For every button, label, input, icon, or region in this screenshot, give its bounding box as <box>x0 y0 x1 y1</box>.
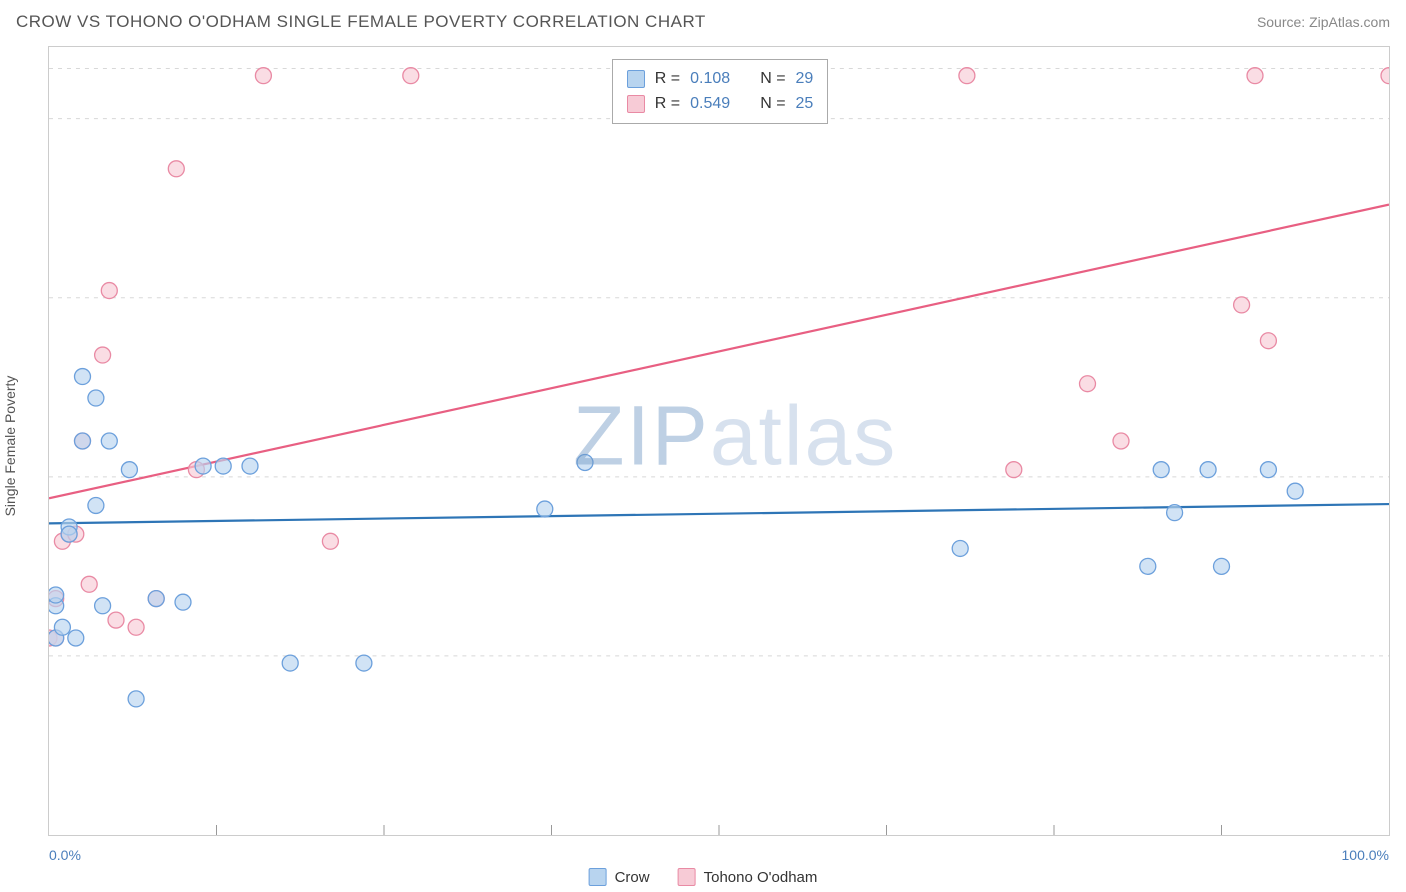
n-value: 25 <box>796 91 814 117</box>
tohono-point <box>108 612 124 628</box>
tohono-point <box>128 619 144 635</box>
crow-point <box>1167 505 1183 521</box>
tohono-point <box>1006 462 1022 478</box>
tohono-point <box>1247 68 1263 84</box>
r-label: R = <box>655 66 680 92</box>
x-tick-label: 100.0% <box>1342 847 1389 863</box>
crow-point <box>49 587 64 603</box>
crow-point <box>356 655 372 671</box>
tohono-point <box>1080 376 1096 392</box>
crow-point <box>61 526 77 542</box>
n-label: N = <box>760 66 785 92</box>
legend-label: Crow <box>615 869 650 886</box>
crow-point <box>128 691 144 707</box>
n-value: 29 <box>796 66 814 92</box>
crow-point <box>537 501 553 517</box>
crow-point <box>1200 462 1216 478</box>
legend-swatch <box>678 868 696 886</box>
crow-point <box>195 458 211 474</box>
crow-point <box>95 598 111 614</box>
source-attribution: Source: ZipAtlas.com <box>1257 14 1390 30</box>
correlation-legend: R = 0.108 N = 29 R = 0.549 N = 25 <box>612 59 829 124</box>
r-value: 0.108 <box>690 66 730 92</box>
tohono-point <box>403 68 419 84</box>
tohono-point <box>101 283 117 299</box>
n-label: N = <box>760 91 785 117</box>
tohono-point <box>95 347 111 363</box>
legend-swatch <box>589 868 607 886</box>
crow-point <box>577 455 593 471</box>
legend-item: Tohono O'odham <box>678 868 818 886</box>
tohono-point <box>81 576 97 592</box>
legend-swatch <box>627 95 645 113</box>
legend-swatch <box>627 70 645 88</box>
crow-point <box>68 630 84 646</box>
crow-point <box>242 458 258 474</box>
legend-item: Crow <box>589 868 650 886</box>
tohono-point <box>1234 297 1250 313</box>
tohono-point <box>1381 68 1389 84</box>
tohono-point <box>322 533 338 549</box>
correlation-legend-row: R = 0.108 N = 29 <box>627 66 814 92</box>
crow-point <box>148 591 164 607</box>
legend-label: Tohono O'odham <box>704 869 818 886</box>
crow-trend-line <box>49 504 1389 523</box>
crow-point <box>75 433 91 449</box>
crow-point <box>88 497 104 513</box>
tohono-point <box>255 68 271 84</box>
crow-point <box>1140 558 1156 574</box>
chart-title: CROW VS TOHONO O'ODHAM SINGLE FEMALE POV… <box>16 12 706 32</box>
y-axis-label: Single Female Poverty <box>2 376 18 517</box>
crow-point <box>54 619 70 635</box>
chart-area: ZIPatlas 25.0%50.0%75.0%100.0%0.0%100.0%… <box>48 46 1390 836</box>
crow-point <box>121 462 137 478</box>
x-tick-label: 0.0% <box>49 847 81 863</box>
crow-point <box>952 540 968 556</box>
crow-point <box>175 594 191 610</box>
crow-point <box>1260 462 1276 478</box>
crow-point <box>215 458 231 474</box>
bottom-legend: Crow Tohono O'odham <box>589 868 818 886</box>
scatter-plot <box>49 47 1389 835</box>
crow-point <box>1214 558 1230 574</box>
tohono-trend-line <box>49 205 1389 499</box>
crow-point <box>75 369 91 385</box>
r-value: 0.549 <box>690 91 730 117</box>
crow-point <box>1153 462 1169 478</box>
tohono-point <box>1260 333 1276 349</box>
tohono-point <box>1113 433 1129 449</box>
crow-point <box>282 655 298 671</box>
crow-point <box>1287 483 1303 499</box>
correlation-legend-row: R = 0.549 N = 25 <box>627 91 814 117</box>
crow-point <box>101 433 117 449</box>
tohono-point <box>959 68 975 84</box>
crow-point <box>88 390 104 406</box>
r-label: R = <box>655 91 680 117</box>
tohono-point <box>168 161 184 177</box>
